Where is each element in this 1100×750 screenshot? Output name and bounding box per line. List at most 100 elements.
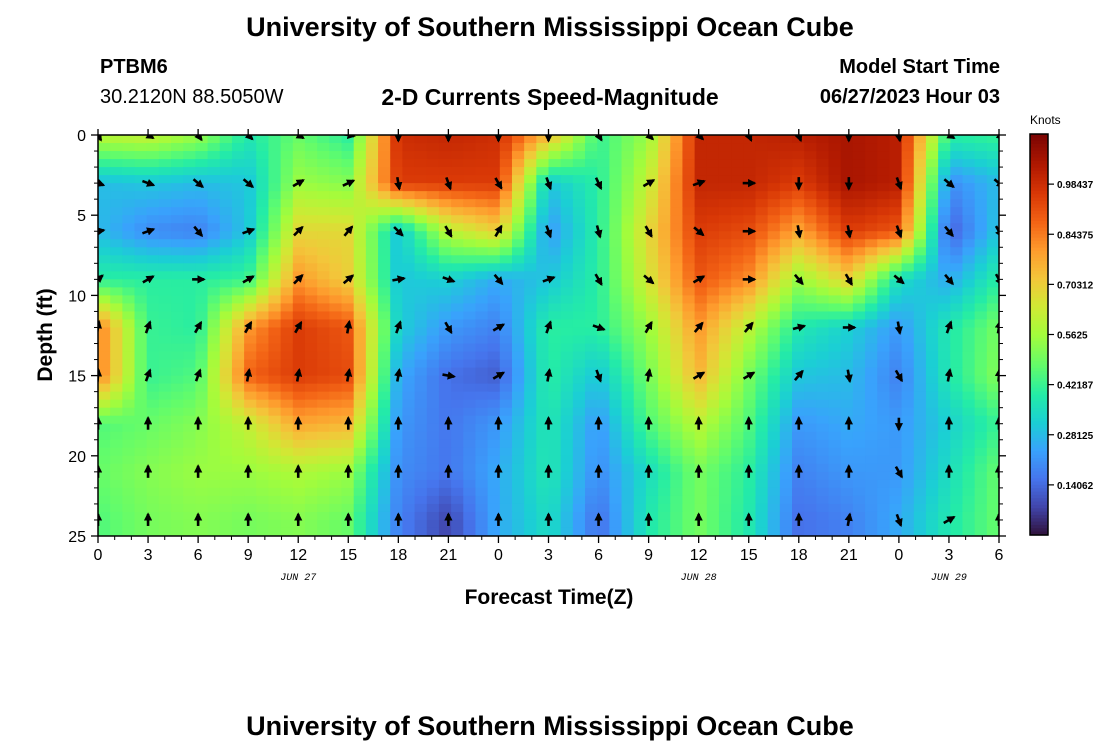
heatmap-cell [913,519,927,529]
current-arrow [295,135,305,140]
heatmap-cell [268,311,282,321]
heatmap-cell [304,519,318,529]
heatmap-cell [378,511,391,521]
heatmap-cell [219,287,233,296]
heatmap-cell [767,183,781,192]
colorbar-segment [1030,421,1048,426]
current-arrow [644,320,653,334]
heatmap-cell [938,407,951,417]
heatmap-cell [341,199,355,208]
heatmap-cell [609,503,623,513]
heatmap-cell [499,263,513,272]
heatmap-cell [353,191,367,200]
heatmap-cell [962,239,976,248]
heatmap-cell [280,431,294,441]
heatmap-cell [755,503,769,513]
heatmap-cell [378,415,391,425]
heatmap-cell [621,367,635,377]
heatmap-cell [524,343,537,353]
heatmap-cell [755,279,769,288]
heatmap-cell [585,303,598,313]
heatmap-cell [706,263,720,272]
heatmap-cell [390,207,403,216]
heatmap-cell [889,423,903,433]
heatmap-cell [110,239,123,248]
heatmap-cell [341,447,355,457]
heatmap-cell [767,391,781,401]
heatmap-cell [524,191,537,200]
heatmap-cell [731,383,744,393]
heatmap-cell [633,431,647,441]
heatmap-cell [304,447,318,457]
heatmap-cell [597,511,610,521]
heatmap-cell [755,311,769,321]
x-tick-label: 6 [995,547,1004,564]
colorbar-segment [1030,257,1048,262]
heatmap-cell [390,455,403,465]
heatmap-cell [718,391,732,401]
colorbar-segment [1030,504,1048,509]
heatmap-cell [852,239,866,248]
heatmap-cell [475,335,489,345]
heatmap-cell [304,199,318,208]
heatmap-cell [414,223,428,232]
heatmap-cell [304,215,318,224]
heatmap-cell [670,191,684,200]
heatmap-cell [280,335,294,345]
heatmap-cell [475,399,489,409]
heatmap-cell [511,351,525,361]
heatmap-cell [986,279,999,288]
heatmap-cell [219,527,233,536]
heatmap-cell [767,463,781,473]
heatmap-cell [365,407,379,417]
heatmap-cell [670,327,684,337]
heatmap-cell [658,183,671,192]
heatmap-cell [913,271,927,280]
heatmap-cell [268,223,282,232]
heatmap-cell [950,415,964,425]
heatmap-cell [524,223,537,232]
heatmap-cell [98,519,111,529]
heatmap-cell [98,335,111,345]
heatmap-cell [244,151,257,160]
heatmap-cell [98,303,111,313]
heatmap-cell [913,383,927,393]
heatmap-cell [536,327,550,337]
heatmap-cell [852,287,866,296]
heatmap-cell [353,279,367,288]
heatmap-cell [718,511,732,521]
heatmap-cell [463,207,477,216]
heatmap-cell [816,471,830,481]
heatmap-cell [572,335,586,345]
heatmap-cell [852,375,866,385]
heatmap-cell [183,399,197,409]
heatmap-cell [877,215,891,224]
heatmap-cell [743,479,757,489]
heatmap-cell [889,191,903,200]
colorbar-segment [1030,481,1048,486]
heatmap-cell [572,175,586,184]
current-arrow [444,177,453,191]
heatmap-cell [524,167,537,176]
heatmap-cell [244,263,257,272]
heatmap-cell [390,431,403,441]
heatmap-cell [499,479,513,489]
heatmap-cell [925,319,939,329]
heatmap-cell [402,151,416,160]
colorbar-segment [1030,291,1048,295]
heatmap-cell [475,143,489,152]
heatmap-cell [231,303,245,313]
heatmap-cell [974,303,988,313]
heatmap-cell [840,487,854,497]
heatmap-cell [122,415,136,425]
heatmap-cell [938,511,951,521]
heatmap-cell [390,399,403,409]
heatmap-cell [913,279,927,288]
current-arrow [693,321,704,333]
heatmap-cell [682,271,696,280]
heatmap-cell [195,439,209,449]
heatmap-cell [317,255,330,264]
heatmap-cell [670,255,684,264]
heatmap-cell [499,503,513,513]
heatmap-cell [670,359,684,369]
